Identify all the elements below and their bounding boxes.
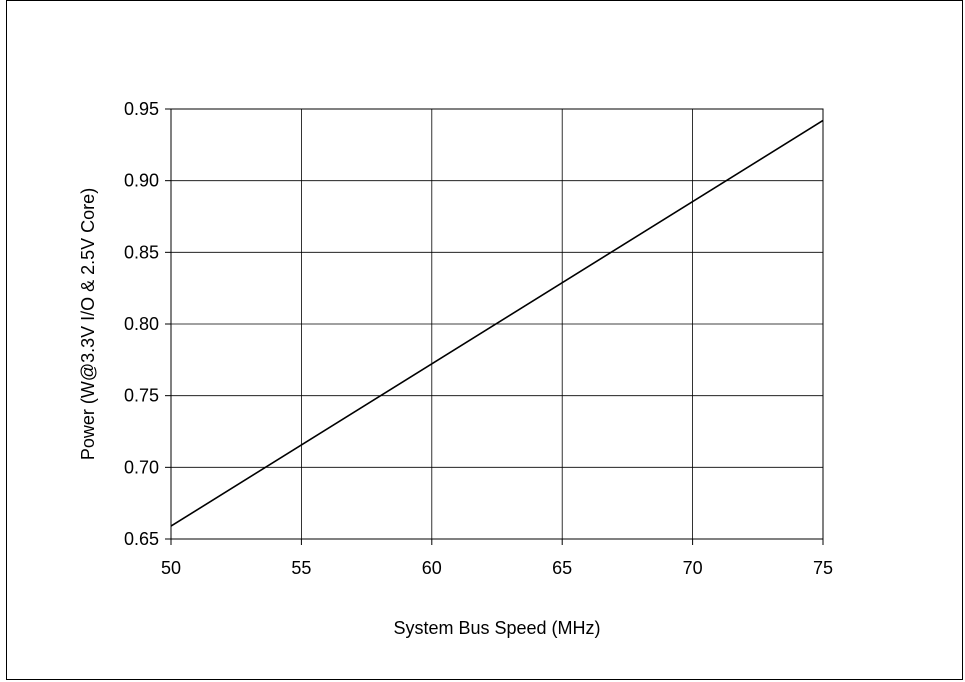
x-tick-labels: 50 55 60 65 70 75: [161, 558, 833, 578]
x-tick-label: 50: [161, 558, 181, 578]
y-axis-title: Power (W@3.3V I/O & 2.5V Core): [78, 188, 98, 460]
x-tick-label: 55: [291, 558, 311, 578]
chart-frame: [6, 0, 963, 680]
grid-lines: [171, 109, 823, 539]
y-tick-label: 0.95: [124, 99, 159, 119]
series-line: [170, 119, 824, 527]
series-lines: [170, 119, 824, 527]
y-tick-label: 0.75: [124, 386, 159, 406]
y-tick-labels: 0.65 0.70 0.75 0.80 0.85 0.90 0.95: [124, 99, 159, 549]
axis-ticks: [165, 108, 824, 545]
y-tick-label: 0.65: [124, 529, 159, 549]
y-tick-label: 0.85: [124, 242, 159, 262]
x-tick-label: 75: [813, 558, 833, 578]
y-tick-label: 0.90: [124, 171, 159, 191]
y-tick-label: 0.70: [124, 457, 159, 477]
x-tick-label: 70: [683, 558, 703, 578]
x-tick-label: 65: [552, 558, 572, 578]
x-tick-label: 60: [422, 558, 442, 578]
y-tick-label: 0.80: [124, 314, 159, 334]
x-axis-title: System Bus Speed (MHz): [393, 618, 600, 638]
